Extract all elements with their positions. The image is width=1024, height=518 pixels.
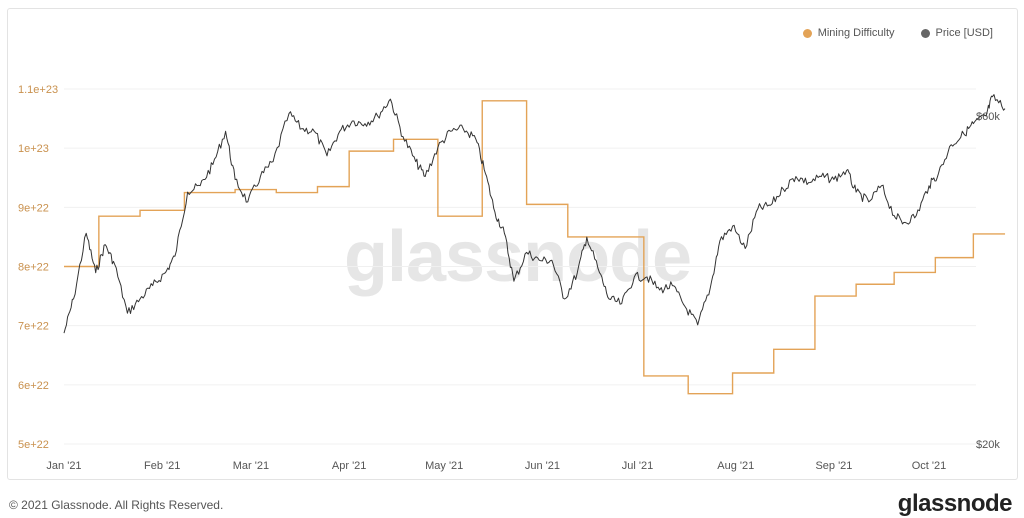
x-axis-tick-label: Sep '21 (815, 460, 852, 472)
legend: Mining Difficulty Price [USD] (802, 27, 993, 39)
x-axis-tick-label: Mar '21 (233, 460, 269, 472)
glassnode-logo: glassnode (897, 490, 1013, 517)
x-axis-tick-label: Aug '21 (717, 460, 754, 472)
legend-label-difficulty: Mining Difficulty (817, 27, 895, 39)
left-axis-tick-label: 5e+22 (18, 439, 49, 451)
right-axis-tick-label: $60k (976, 111, 1000, 123)
left-axis-tick-label: 8e+22 (18, 262, 49, 274)
left-axis-tick-label: 9e+22 (18, 202, 49, 214)
x-axis-tick-label: May '21 (425, 460, 463, 472)
x-axis-tick-label: Jul '21 (622, 460, 653, 472)
legend-item-price[interactable]: Price [USD] (920, 27, 993, 39)
price-series-line (63, 94, 1006, 334)
price-dot-icon (920, 28, 930, 38)
x-axis-tick-label: Jun '21 (525, 460, 560, 472)
left-axis-tick-label: 6e+22 (18, 380, 49, 392)
x-axis-tick-label: Oct '21 (912, 460, 947, 472)
x-axis-tick-label: Jan '21 (46, 460, 81, 472)
legend-item-difficulty[interactable]: Mining Difficulty (802, 27, 895, 39)
difficulty-dot-icon (802, 28, 812, 38)
right-axis-tick-label: $20k (976, 439, 1000, 451)
legend-label-price: Price [USD] (935, 27, 993, 39)
copyright-text: © 2021 Glassnode. All Rights Reserved. (9, 498, 224, 512)
left-axis-tick-label: 1e+23 (18, 143, 49, 155)
x-axis-tick-label: Apr '21 (332, 460, 367, 472)
difficulty-series-line (64, 100, 1006, 395)
x-axis-tick-label: Feb '21 (144, 460, 180, 472)
left-axis-tick-label: 7e+22 (18, 321, 49, 333)
left-axis-tick-label: 1.1e+23 (18, 84, 58, 96)
